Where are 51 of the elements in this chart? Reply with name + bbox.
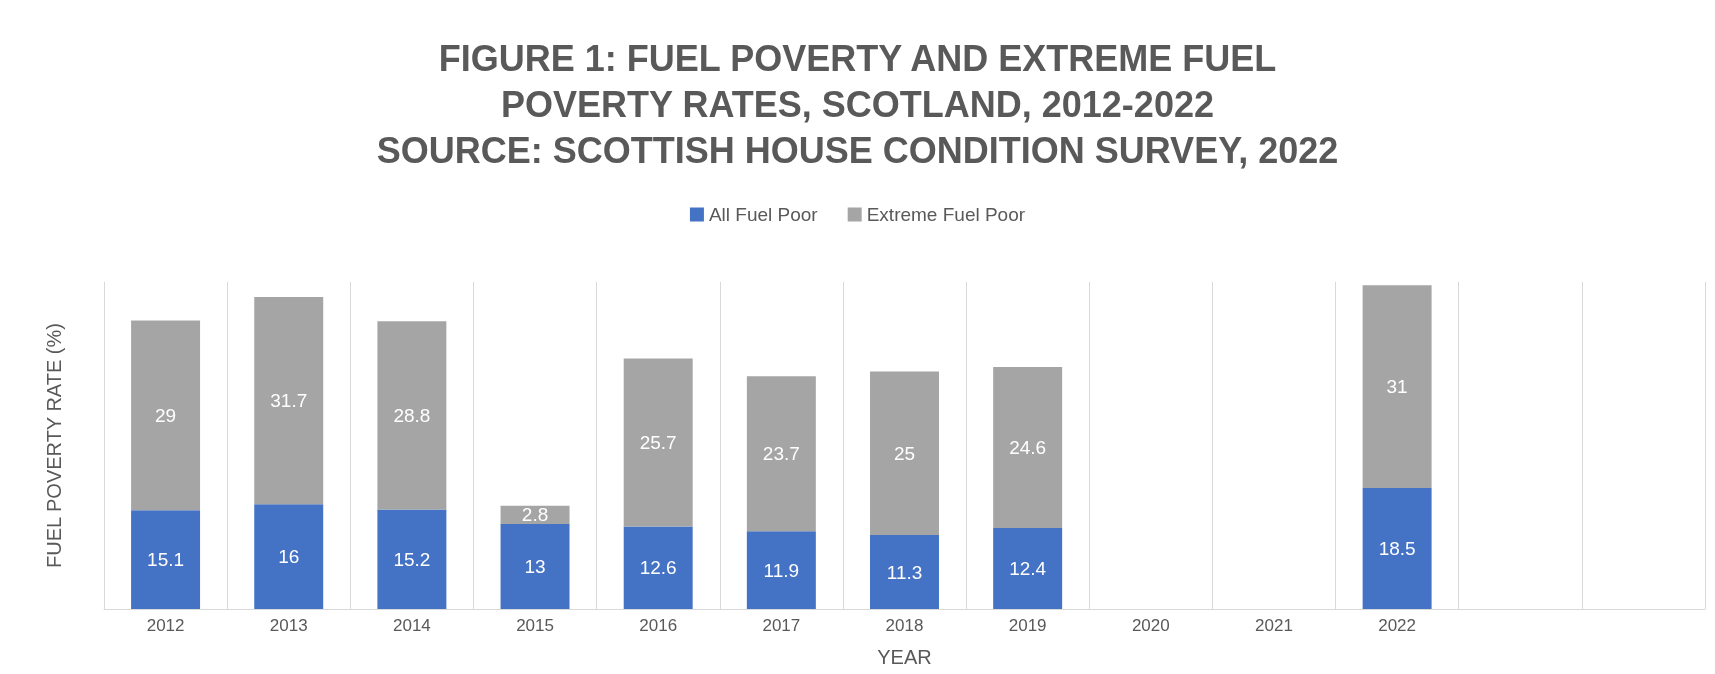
bar <box>500 523 570 609</box>
bar <box>377 321 447 510</box>
bar <box>993 527 1063 609</box>
data-label: 11.3 <box>886 561 923 583</box>
data-label: 11.9 <box>763 559 800 581</box>
x-tick-label: 2012 <box>146 616 185 635</box>
bar <box>993 367 1063 528</box>
bar <box>131 320 201 511</box>
data-label: 24.6 <box>1009 436 1047 458</box>
bar <box>1362 285 1432 489</box>
legend-label: Extreme Fuel Poor <box>866 204 1026 225</box>
x-tick-label: 2022 <box>1378 616 1417 635</box>
data-label: 16 <box>278 546 300 568</box>
bar <box>746 531 816 609</box>
x-tick-label: 2014 <box>392 616 431 635</box>
data-label: 12.6 <box>639 557 677 579</box>
bar <box>623 358 693 527</box>
data-label: 18.5 <box>1378 538 1416 560</box>
y-axis-title: FUEL POVERTY RATE (%) <box>43 323 65 568</box>
x-tick-label: 2018 <box>885 616 924 635</box>
data-label: 25 <box>893 442 916 464</box>
data-label: 31 <box>1386 376 1408 398</box>
data-label: 12.4 <box>1009 557 1047 579</box>
chart-title: FIGURE 1: FUEL POVERTY AND EXTREME FUEL POVERTY RATES, SCOTLAND, 2012-2022 SOURCE: SCOTTISH HOUSE CONDITION SURVEY, 2022 <box>376 37 1339 171</box>
legend-label: All Fuel Poor <box>708 204 819 225</box>
x-tick-label: 2021 <box>1255 616 1293 635</box>
data-label: 2.8 <box>521 504 549 526</box>
data-label: 28.8 <box>393 404 431 426</box>
x-tick-label: 2015 <box>516 616 554 635</box>
x-tick-label: 2017 <box>762 616 801 635</box>
bar <box>870 371 939 536</box>
bar <box>623 526 693 609</box>
x-tick-label: 2013 <box>269 616 308 635</box>
bar <box>1362 488 1432 609</box>
bar <box>746 376 816 532</box>
x-tick-label: 2020 <box>1131 616 1170 635</box>
data-label: 29 <box>155 404 177 426</box>
x-axis-title: YEAR <box>877 646 932 668</box>
data-label: 13 <box>524 555 546 577</box>
bar <box>254 297 324 505</box>
data-label: 15.2 <box>393 548 431 570</box>
data-label: 25.7 <box>639 432 677 454</box>
bar <box>870 535 939 609</box>
data-label: 15.1 <box>147 549 185 571</box>
bar <box>377 509 447 609</box>
x-tick-label: 2019 <box>1008 616 1047 635</box>
bar <box>131 510 201 609</box>
data-label: 31.7 <box>270 390 308 412</box>
data-label: 23.7 <box>762 443 800 465</box>
bar <box>254 504 324 609</box>
x-tick-label: 2016 <box>639 616 678 635</box>
